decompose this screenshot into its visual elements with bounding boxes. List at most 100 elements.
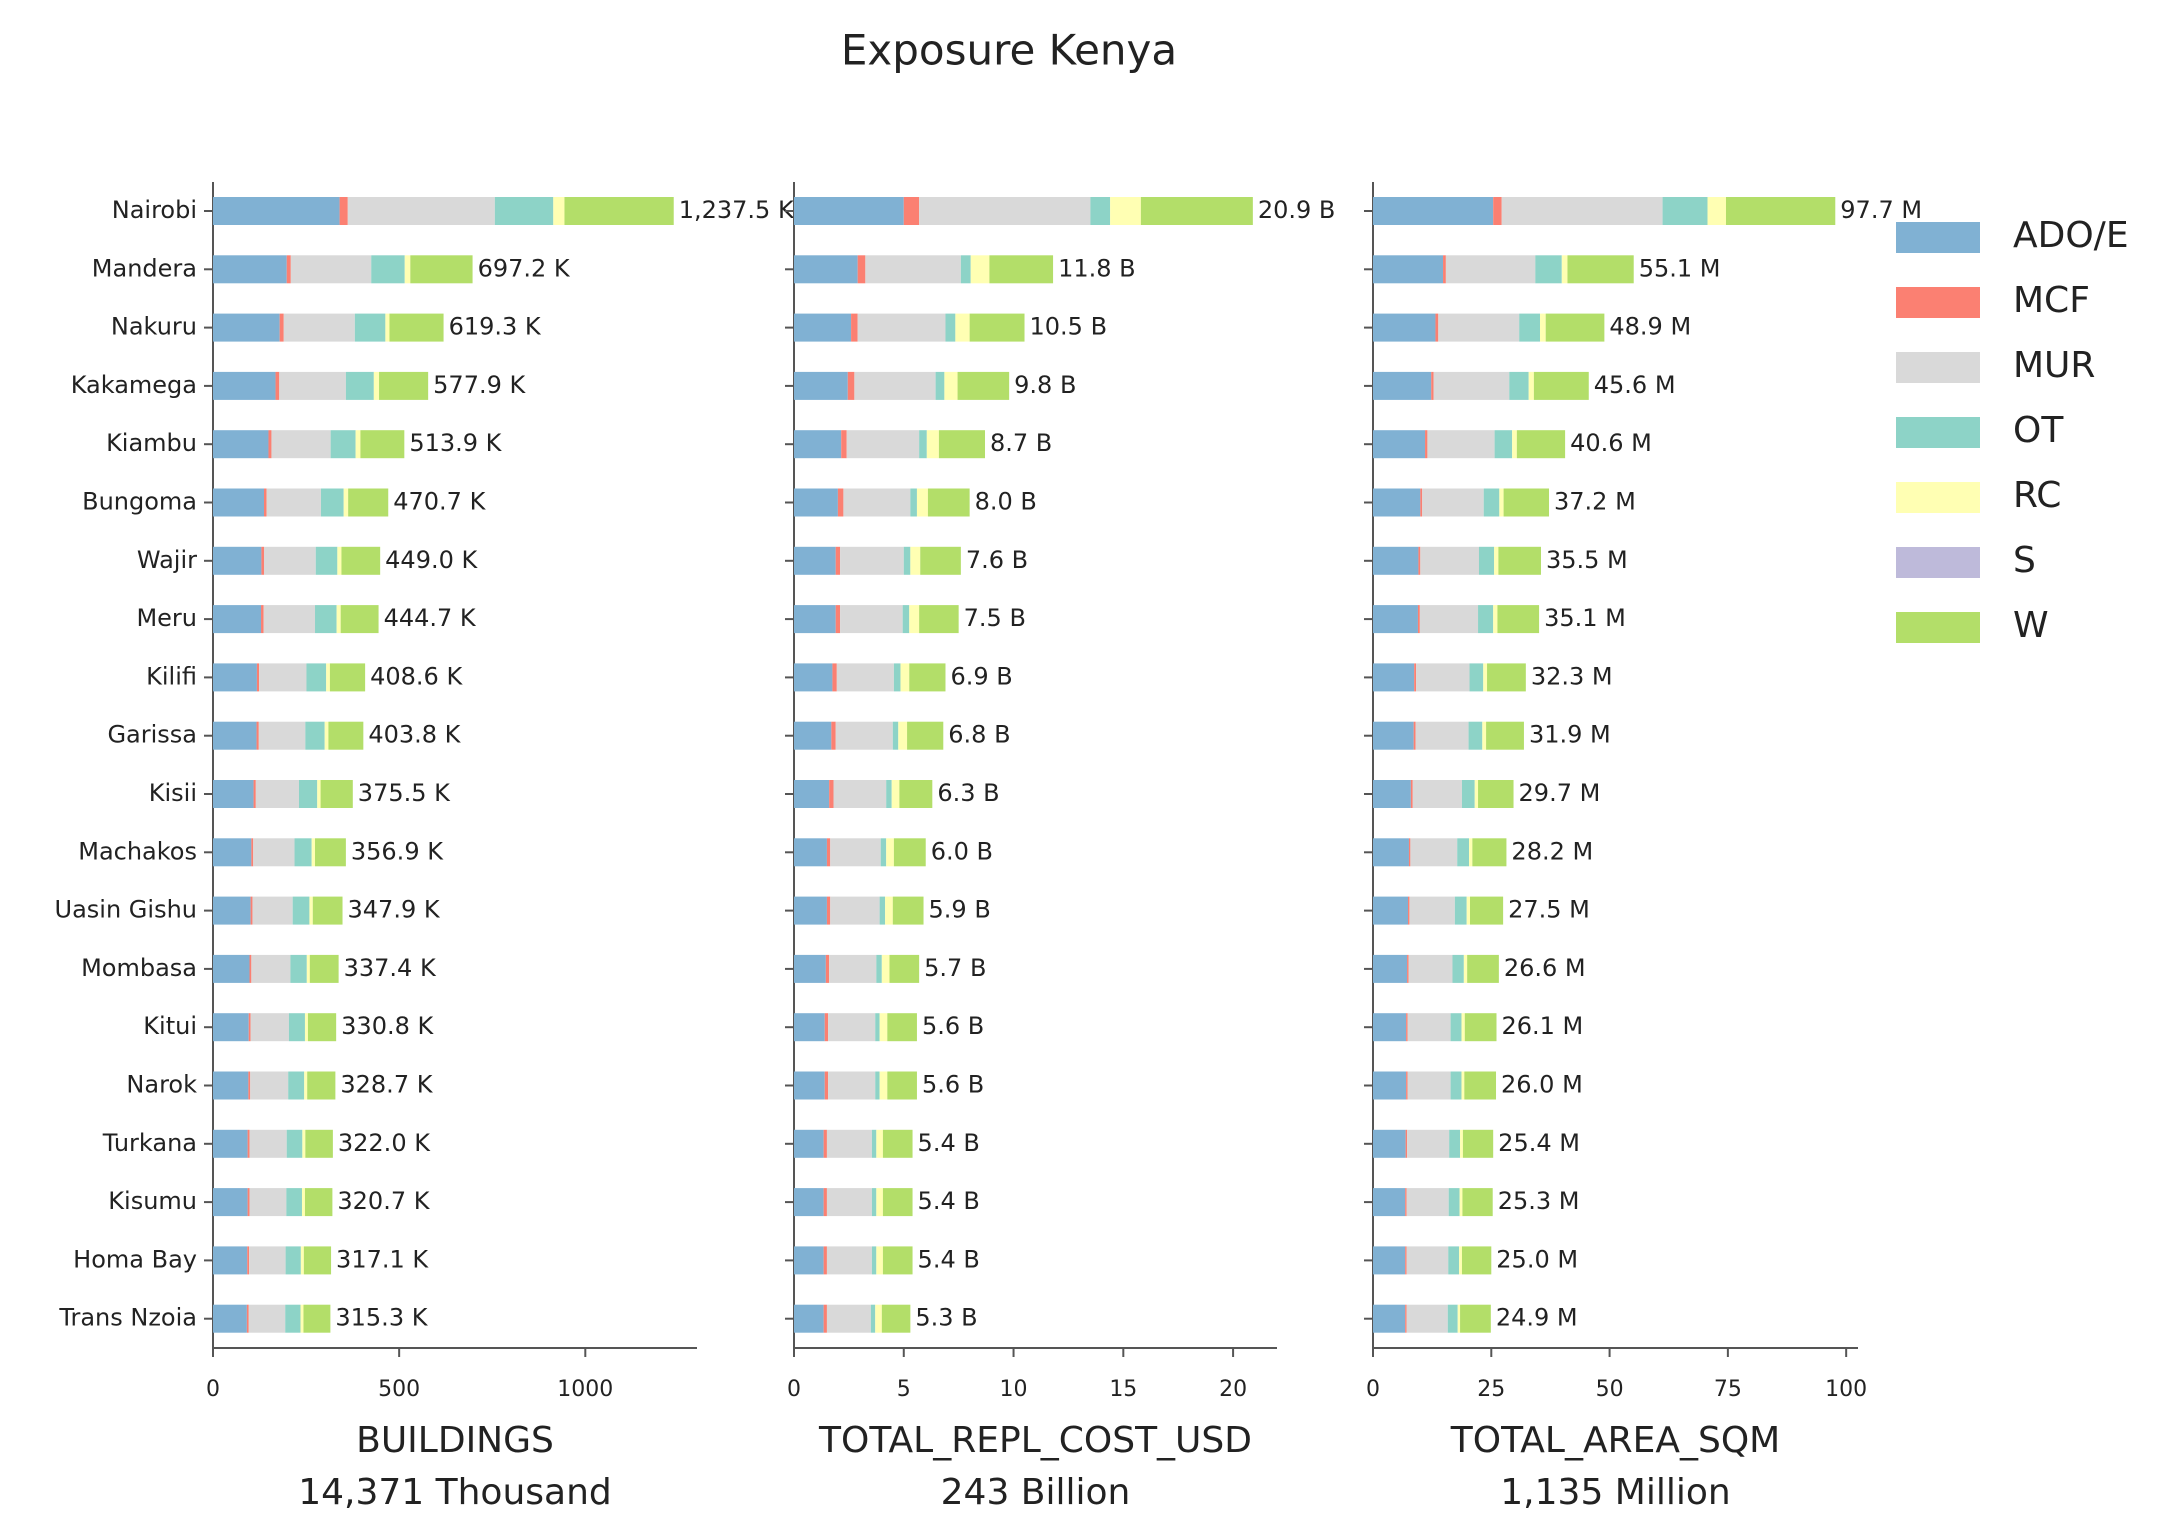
bar-segment [927, 488, 970, 517]
bar-segment [871, 1188, 877, 1217]
bar-segment [1373, 721, 1414, 750]
bar-segment [1662, 197, 1708, 225]
bar-segment [1373, 1013, 1407, 1042]
y-tick-label: Kisumu [108, 1187, 197, 1215]
legend-label: RC [2013, 475, 2061, 516]
bar-segment [1459, 1188, 1463, 1217]
bar-segment [307, 1013, 337, 1042]
bar-segment [306, 663, 327, 692]
bar-segment [944, 371, 958, 400]
bar-segment [887, 1071, 917, 1100]
bar-segment [302, 1129, 306, 1158]
bar-segment [213, 255, 287, 284]
value-label: 26.0 M [1501, 1071, 1583, 1099]
bar-segment [279, 313, 284, 342]
bar-segment [213, 488, 265, 517]
bar-segment [1405, 1246, 1407, 1275]
bar-segment [261, 605, 264, 634]
bar-segment [857, 255, 866, 284]
value-label: 1,237.5 K [679, 196, 795, 224]
bar-segment [919, 430, 927, 459]
value-label: 315.3 K [335, 1304, 428, 1332]
bar-segment [1413, 721, 1416, 750]
value-label: 31.9 M [1529, 721, 1611, 749]
bar-segment [1373, 896, 1409, 925]
bar-segment [882, 1129, 913, 1158]
bar-segment [1462, 1188, 1493, 1217]
x-axis-sublabel: 1,135 Million [1500, 1472, 1730, 1513]
bar-segment [1417, 605, 1420, 634]
bar-segment [355, 430, 361, 459]
y-tick-label: Kitui [143, 1012, 197, 1040]
bar-segment [1405, 1188, 1407, 1217]
bar-segment [1407, 1071, 1451, 1100]
x-axis-label: BUILDINGS [356, 1420, 554, 1461]
bar-segment [250, 1013, 289, 1042]
bar-segment [1420, 546, 1479, 575]
bar-segment [309, 896, 313, 925]
bar-segment [794, 721, 832, 750]
bar-segment [1457, 838, 1470, 867]
value-label: 320.7 K [337, 1187, 430, 1215]
bar-segment [1464, 1013, 1497, 1042]
bar-segment [251, 838, 254, 867]
value-label: 29.7 M [1519, 779, 1601, 807]
bar-segment [1373, 430, 1426, 459]
bar-segment [1501, 197, 1663, 225]
bar-segment [290, 954, 307, 983]
bar-segment [307, 1071, 336, 1100]
bar-segment [823, 1129, 827, 1158]
x-axis-label: TOTAL_AREA_SQM [1450, 1420, 1780, 1461]
legend-label: MCF [2013, 280, 2090, 321]
value-label: 25.4 M [1498, 1129, 1580, 1157]
bar-segment [882, 1246, 913, 1275]
bar-segment [875, 1013, 880, 1042]
bar-segment [213, 1013, 249, 1042]
bar-segment [794, 605, 836, 634]
bar-segment [880, 838, 887, 867]
bar-segment [1447, 1304, 1458, 1333]
y-tick-label: Trans Nzoia [58, 1304, 197, 1332]
bar-segment [304, 1188, 333, 1217]
bar-segment [213, 896, 251, 925]
bar-segment [794, 488, 838, 517]
bar-segment [1516, 430, 1566, 459]
bar-segment [330, 430, 356, 459]
bar-segment [1545, 313, 1605, 342]
bar-segment [1503, 488, 1550, 517]
bar-segment [1493, 197, 1502, 225]
bar-segment [1460, 1304, 1491, 1333]
bar-segment [1427, 430, 1495, 459]
bar-segment [1110, 197, 1141, 225]
bar-segment [553, 197, 565, 225]
bar-segment [404, 255, 411, 284]
value-label: 322.0 K [338, 1129, 431, 1157]
bar-segment [794, 371, 848, 400]
bar-segment [213, 1304, 247, 1333]
y-tick-label: Mombasa [81, 954, 197, 982]
y-tick-label: Uasin Gishu [55, 896, 197, 924]
legend-label: OT [2013, 410, 2064, 451]
bar-segment [1373, 780, 1411, 808]
bar-segment [275, 371, 280, 400]
bar-segment [794, 1304, 824, 1333]
bar-segment [1519, 313, 1541, 342]
value-label: 356.9 K [351, 837, 444, 865]
bar-segment [255, 780, 300, 808]
value-label: 619.3 K [449, 313, 542, 341]
bar-segment [213, 663, 257, 692]
bar-segment [1499, 488, 1504, 517]
bar-segment [213, 1129, 248, 1158]
bar-segment [1467, 954, 1499, 983]
y-tick-label: Kakamega [71, 371, 197, 399]
bar-segment [794, 838, 827, 867]
bar-segment [969, 313, 1025, 342]
legend-swatch [1896, 612, 1980, 643]
bar-segment [1461, 780, 1475, 808]
bar-segment [1140, 197, 1253, 225]
bar-segment [1535, 255, 1562, 284]
bar-segment [285, 1246, 301, 1275]
bar-segment [826, 838, 831, 867]
bar-segment [833, 780, 887, 808]
bar-segment [213, 197, 340, 225]
